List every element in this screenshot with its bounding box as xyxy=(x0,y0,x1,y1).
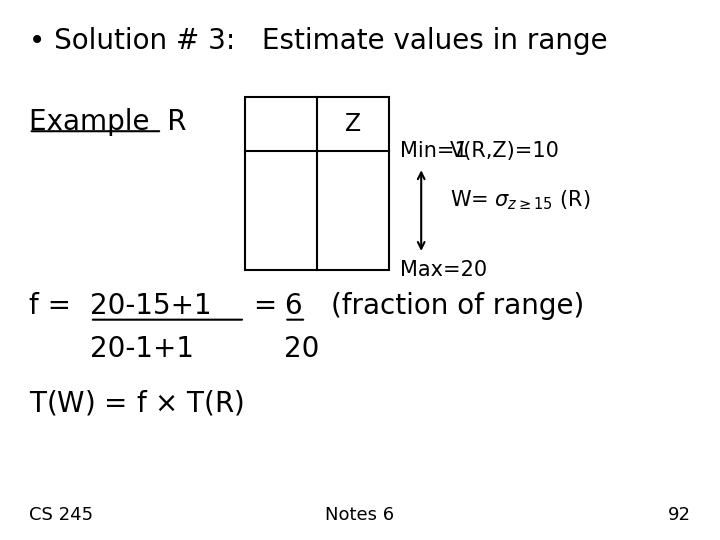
Text: Notes 6: Notes 6 xyxy=(325,506,395,524)
Text: Example  R: Example R xyxy=(29,108,186,136)
Text: 92: 92 xyxy=(668,506,691,524)
Text: f =: f = xyxy=(29,292,80,320)
Text: 20-15+1: 20-15+1 xyxy=(90,292,212,320)
Text: V(R,Z)=10: V(R,Z)=10 xyxy=(450,141,560,161)
Text: 6: 6 xyxy=(284,292,302,320)
Text: Min=1: Min=1 xyxy=(400,141,467,161)
Text: =: = xyxy=(245,292,286,320)
Text: Max=20: Max=20 xyxy=(400,260,487,280)
Text: CS 245: CS 245 xyxy=(29,506,93,524)
Text: Z: Z xyxy=(345,112,361,136)
Text: 20: 20 xyxy=(284,335,320,363)
Text: 20-1+1: 20-1+1 xyxy=(90,335,194,363)
Text: (fraction of range): (fraction of range) xyxy=(331,292,585,320)
Text: T(W) = f $\times$ T(R): T(W) = f $\times$ T(R) xyxy=(29,389,244,418)
Text: • Solution # 3:   Estimate values in range: • Solution # 3: Estimate values in range xyxy=(29,27,608,55)
Bar xyxy=(245,97,389,270)
Text: W= $\sigma_{z \geq 15}$ (R): W= $\sigma_{z \geq 15}$ (R) xyxy=(450,188,590,212)
